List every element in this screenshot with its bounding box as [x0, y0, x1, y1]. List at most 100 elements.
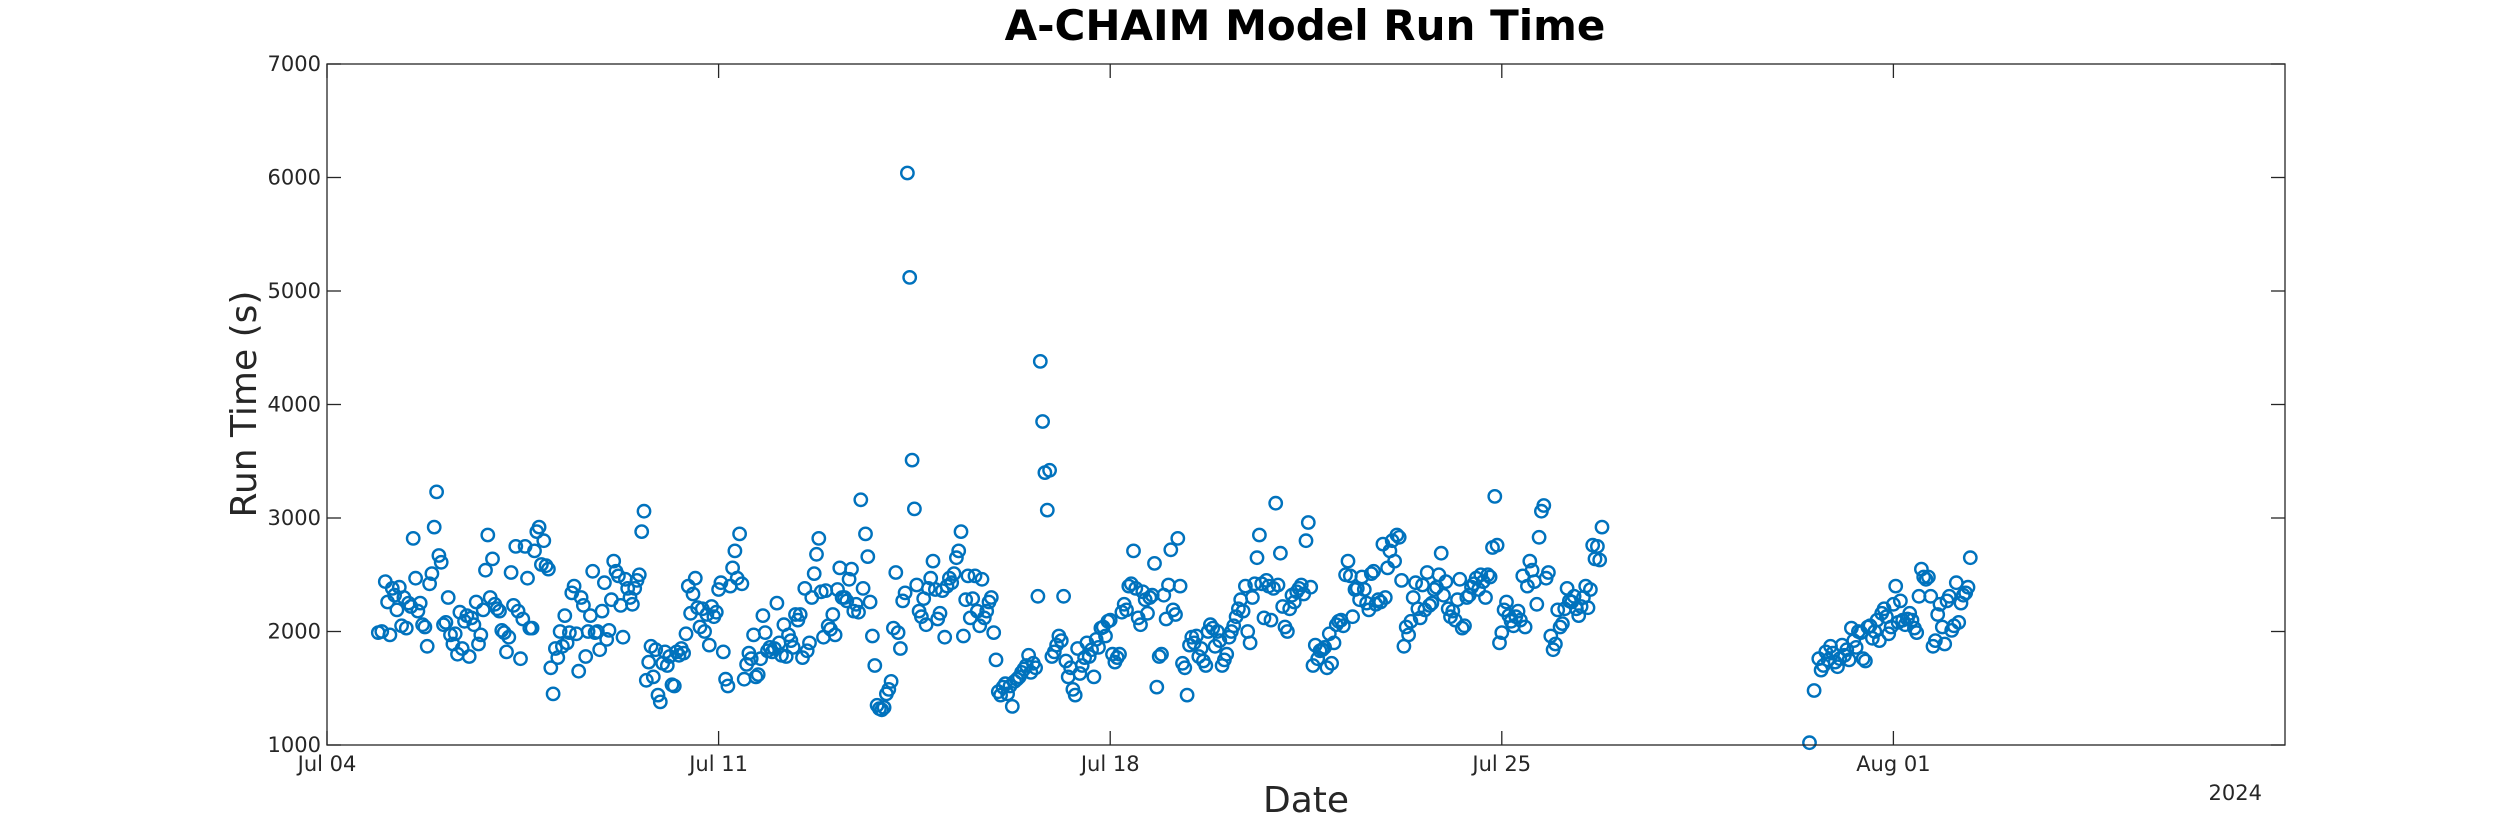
data-point — [1865, 630, 1880, 646]
data-point — [1303, 579, 1319, 595]
data-point — [422, 576, 437, 592]
data-point — [918, 617, 934, 633]
data-point — [1326, 635, 1342, 651]
data-point — [492, 603, 507, 619]
data-point — [708, 604, 724, 620]
y-axis: 1000 2000 3000 4000 5000 6000 7000 — [268, 52, 2285, 757]
data-point — [1293, 577, 1309, 593]
data-point — [827, 627, 843, 643]
data-point — [844, 561, 859, 577]
data-point — [436, 617, 451, 633]
data-point — [1035, 414, 1051, 429]
data-point — [1151, 649, 1167, 664]
data-point — [552, 624, 568, 639]
data-point — [1555, 616, 1570, 631]
data-point — [1580, 600, 1596, 616]
data-point — [592, 642, 608, 658]
data-point — [720, 678, 736, 694]
data-point — [1242, 635, 1258, 651]
data-point — [1238, 578, 1253, 594]
data-point — [1482, 569, 1498, 585]
data-point — [1881, 626, 1897, 642]
data-point — [548, 641, 563, 656]
data-point — [809, 546, 824, 562]
data-point — [851, 604, 866, 620]
x-tick-label: Aug 01 — [1856, 752, 1930, 776]
data-point — [958, 592, 974, 608]
data-point — [1056, 588, 1072, 604]
data-point — [1121, 578, 1137, 594]
data-point — [935, 583, 950, 598]
data-point — [988, 652, 1004, 668]
data-point — [1452, 571, 1468, 587]
data-point — [1806, 683, 1822, 698]
data-point — [1074, 658, 1090, 673]
y-tick-label: 6000 — [268, 166, 321, 190]
data-point — [904, 452, 920, 468]
data-point — [620, 581, 636, 596]
data-point — [1163, 542, 1179, 558]
data-point — [902, 269, 918, 285]
data-point — [1510, 603, 1526, 619]
data-point — [527, 543, 542, 559]
data-point — [865, 628, 880, 644]
data-point — [1839, 642, 1855, 658]
data-point — [907, 501, 922, 517]
data-point — [578, 649, 594, 664]
data-point — [1210, 624, 1225, 639]
data-point — [1177, 660, 1193, 676]
data-point — [1179, 687, 1195, 703]
data-point — [1102, 612, 1118, 628]
data-point — [501, 629, 517, 645]
data-point — [1830, 659, 1845, 675]
data-point — [1928, 633, 1943, 648]
data-point — [447, 626, 463, 642]
data-point — [485, 551, 500, 567]
data-point — [1128, 581, 1144, 596]
data-point — [1531, 529, 1547, 545]
data-point — [1962, 550, 1978, 566]
data-point — [974, 571, 990, 587]
data-point — [389, 602, 405, 618]
data-point — [461, 649, 477, 664]
data-point — [1170, 531, 1186, 546]
data-point — [951, 543, 967, 559]
data-point — [398, 620, 414, 636]
data-point — [946, 566, 962, 581]
x-axis: Jul 04 Jul 11 Jul 18 Jul 25 Aug 01 — [296, 64, 1931, 776]
data-point — [860, 549, 876, 564]
data-point — [841, 571, 857, 587]
data-point — [433, 554, 449, 570]
data-point — [755, 608, 771, 623]
data-point — [1848, 640, 1864, 655]
y-tick-label: 1000 — [268, 733, 321, 757]
x-tick-label: Jul 11 — [687, 752, 748, 776]
data-point — [374, 624, 390, 639]
data-point — [1594, 519, 1610, 535]
y-tick-label: 7000 — [268, 52, 321, 76]
data-point — [1499, 594, 1514, 610]
data-point — [1932, 596, 1948, 612]
data-point — [510, 603, 526, 619]
data-point — [464, 610, 479, 626]
data-point — [594, 603, 610, 619]
data-point — [473, 627, 489, 643]
data-point — [1366, 563, 1382, 579]
data-point — [965, 591, 981, 606]
data-point — [853, 492, 869, 508]
data-point — [1112, 646, 1127, 662]
data-point — [676, 645, 691, 661]
data-point — [839, 593, 855, 609]
data-point — [972, 618, 988, 634]
data-point — [893, 641, 908, 656]
data-point — [1583, 582, 1598, 597]
y-tick-label: 4000 — [268, 393, 321, 417]
data-point — [1335, 618, 1351, 634]
data-point — [897, 585, 913, 601]
data-point — [799, 643, 815, 659]
data-point — [1802, 735, 1817, 751]
data-point — [1389, 527, 1405, 543]
data-point — [1433, 545, 1449, 561]
data-point — [1235, 603, 1251, 619]
data-point — [678, 626, 694, 642]
